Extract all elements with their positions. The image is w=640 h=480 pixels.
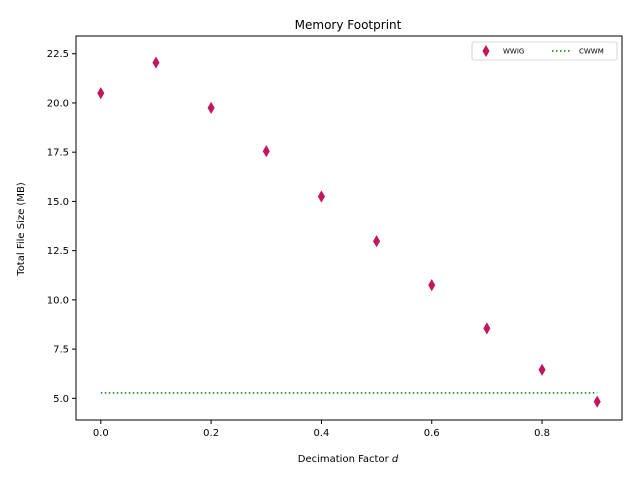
legend-wwig-marker bbox=[482, 44, 490, 58]
data-point-wwig bbox=[207, 101, 215, 114]
data-point-wwig bbox=[428, 279, 436, 292]
y-tick-label: 5.0 bbox=[53, 394, 69, 405]
y-tick-label: 22.5 bbox=[47, 49, 69, 60]
data-point-wwig bbox=[483, 322, 491, 335]
data-point-wwig bbox=[593, 395, 601, 408]
legend: WWIG CWWM bbox=[471, 41, 618, 61]
chart-title: Memory Footprint bbox=[295, 18, 402, 32]
y-tick-label: 17.5 bbox=[47, 148, 69, 159]
y-tick-label: 10.0 bbox=[47, 295, 69, 306]
y-tick-label: 20.0 bbox=[47, 98, 69, 109]
legend-box bbox=[471, 41, 618, 61]
plot-area-frame bbox=[75, 35, 623, 421]
data-point-wwig bbox=[152, 56, 160, 69]
legend-cwwm-label: CWWM bbox=[579, 48, 604, 56]
data-point-wwig bbox=[97, 87, 105, 100]
x-axis-label-text: Decimation Factor bbox=[298, 454, 390, 465]
data-point-wwig bbox=[317, 190, 325, 203]
y-tick-label: 15.0 bbox=[47, 197, 69, 208]
data-point-wwig bbox=[262, 145, 270, 158]
plot-marks bbox=[97, 56, 601, 408]
y-axis-label: Total File Size (MB) bbox=[16, 182, 27, 277]
x-axis-label: Decimation Factor d bbox=[298, 454, 399, 465]
x-tick-label: 0.2 bbox=[203, 428, 219, 439]
x-tick-label: 0.8 bbox=[534, 428, 550, 439]
data-point-wwig bbox=[373, 235, 381, 248]
y-axis: 5.0 7.5 10.0 12.5 15.0 17.5 20.0 22.5 bbox=[47, 49, 76, 405]
x-tick-label: 0.6 bbox=[424, 428, 440, 439]
legend-wwig-label: WWIG bbox=[503, 48, 524, 56]
y-tick-label: 12.5 bbox=[47, 246, 69, 257]
x-axis-label-symbol: d bbox=[392, 454, 399, 465]
x-tick-label: 0.4 bbox=[313, 428, 329, 439]
data-point-wwig bbox=[538, 363, 546, 376]
x-axis: 0.0 0.2 0.4 0.6 0.8 bbox=[93, 420, 550, 439]
x-tick-label: 0.0 bbox=[93, 428, 109, 439]
y-tick-label: 7.5 bbox=[53, 345, 69, 356]
